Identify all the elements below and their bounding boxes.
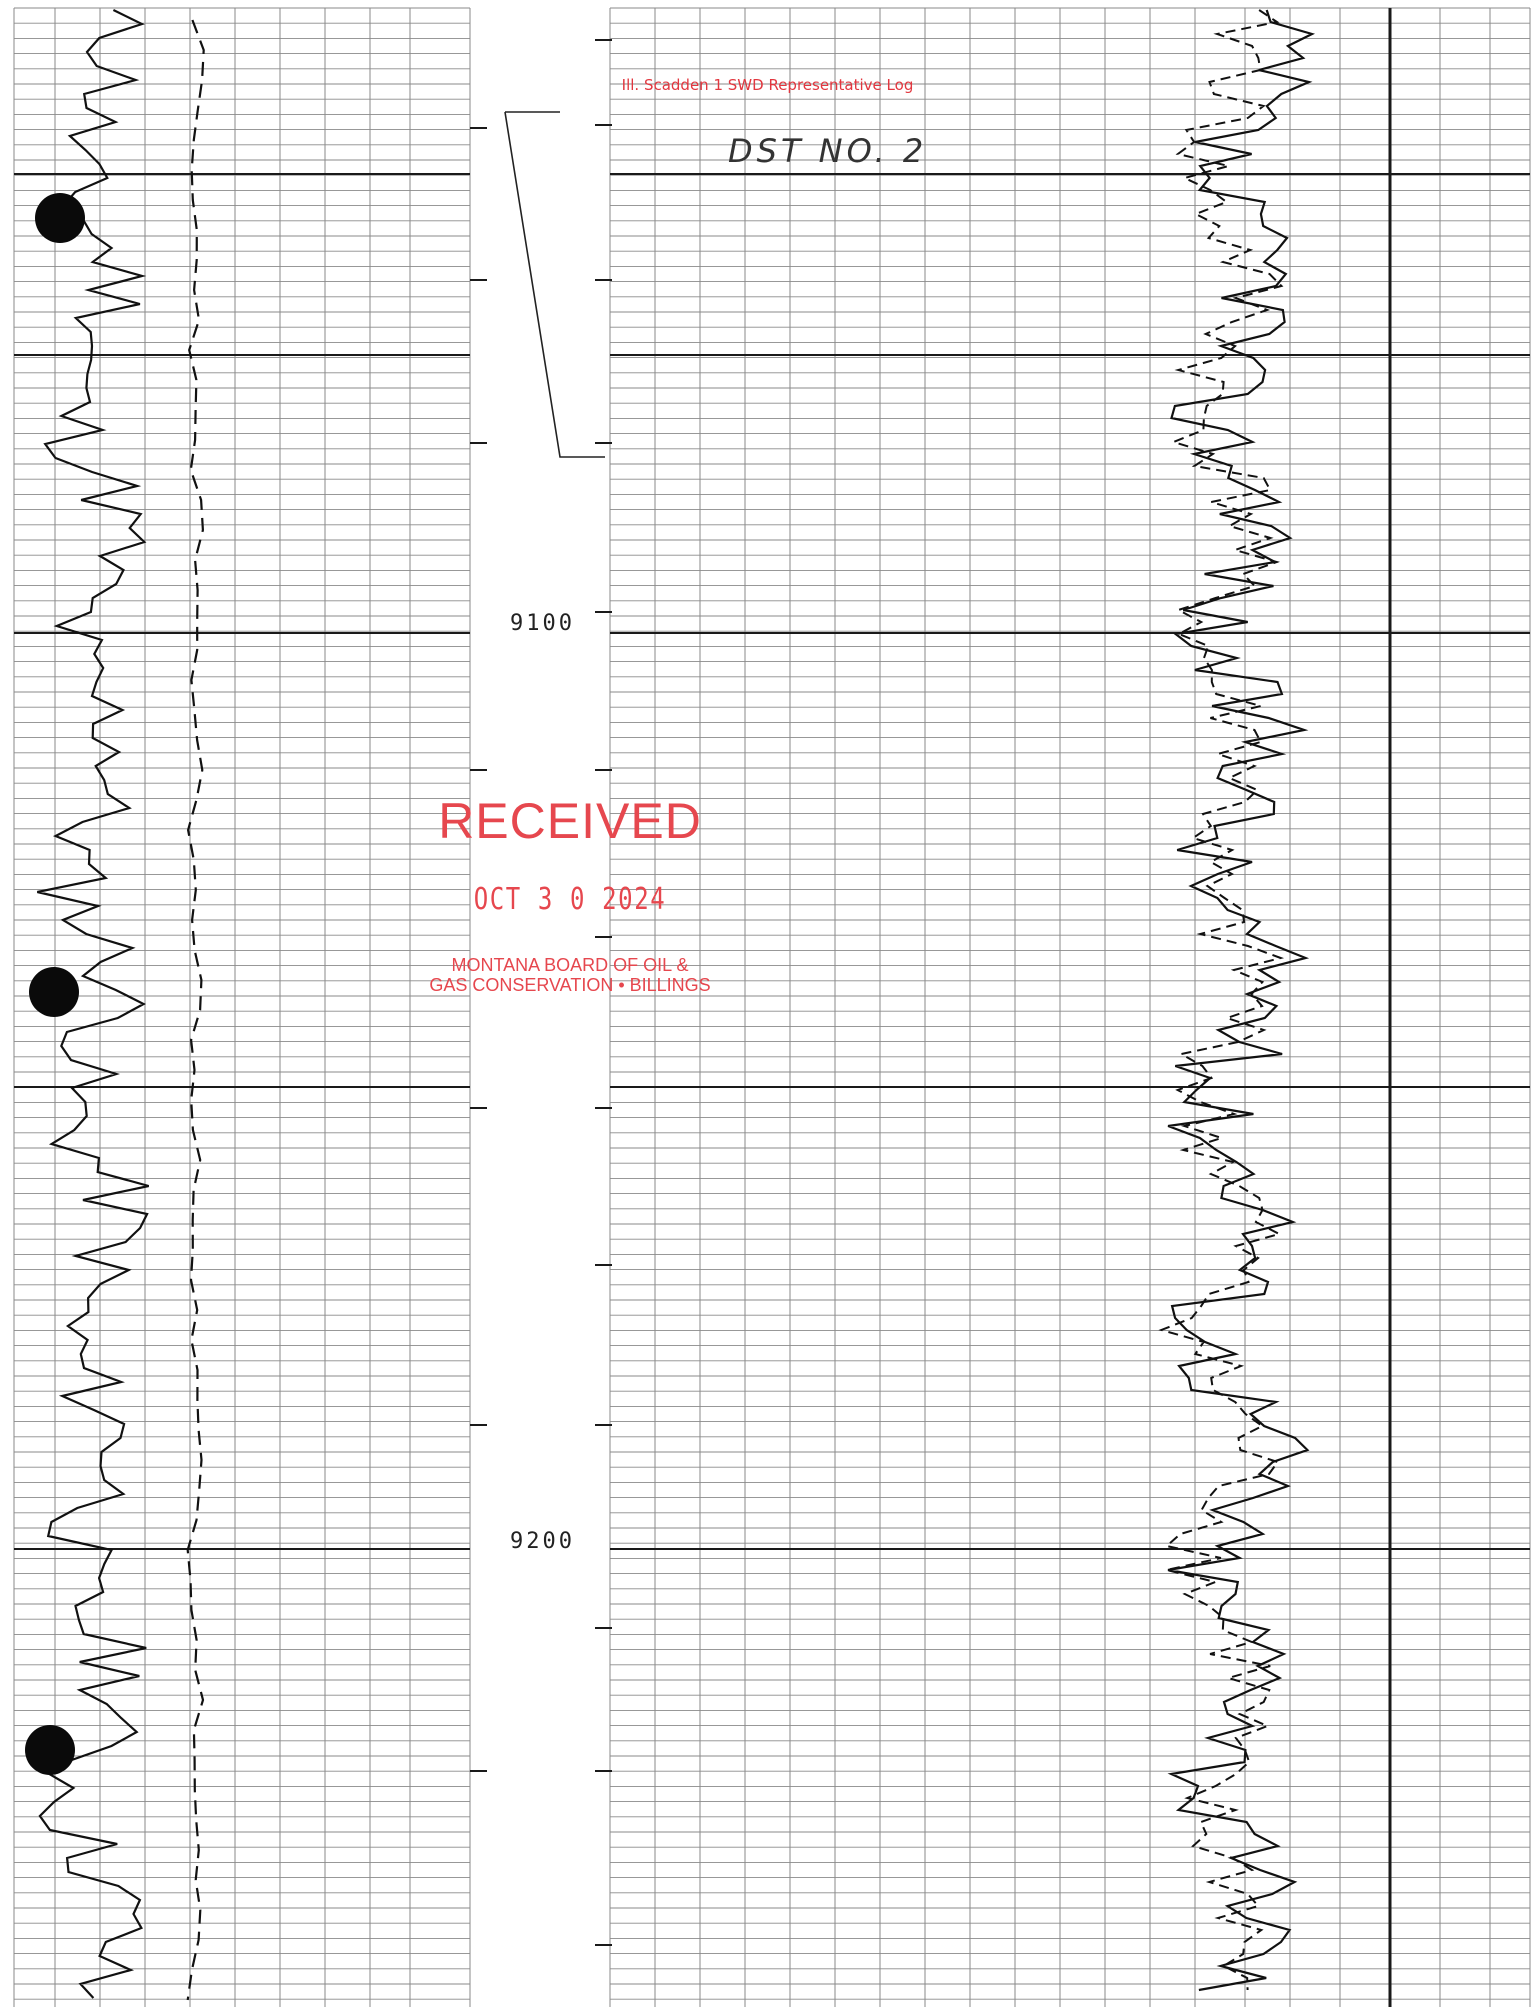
log-curve (186, 19, 205, 2001)
received-agency: MONTANA BOARD OF OIL & GAS CONSERVATION … (370, 955, 770, 995)
log-curve (37, 9, 149, 1999)
agency-line-2: GAS CONSERVATION • BILLINGS (429, 975, 711, 995)
depth-ticks (470, 39, 612, 1946)
agency-line-1: MONTANA BOARD OF OIL & (451, 955, 689, 975)
header-note: Ill. Scadden 1 SWD Representative Log (621, 76, 914, 94)
bracket-line (504, 111, 605, 458)
received-date: OCT 3 0 2024 (473, 882, 667, 917)
log-curves (37, 9, 1316, 2001)
handwritten-note: DST NO. 2 (728, 132, 928, 170)
depth-label-9100: 9100 (510, 611, 575, 636)
log-curve (1158, 9, 1285, 1991)
punch-hole-icon (25, 1725, 75, 1775)
punch-hole-icon (29, 967, 79, 1017)
depth-label-9200: 9200 (510, 1529, 575, 1554)
received-stamp: RECEIVED (438, 793, 702, 849)
log-curve (1167, 9, 1316, 1992)
left-track-grid (13, 7, 471, 2007)
right-track-grid (609, 7, 1531, 2007)
punch-hole-icon (35, 193, 85, 243)
